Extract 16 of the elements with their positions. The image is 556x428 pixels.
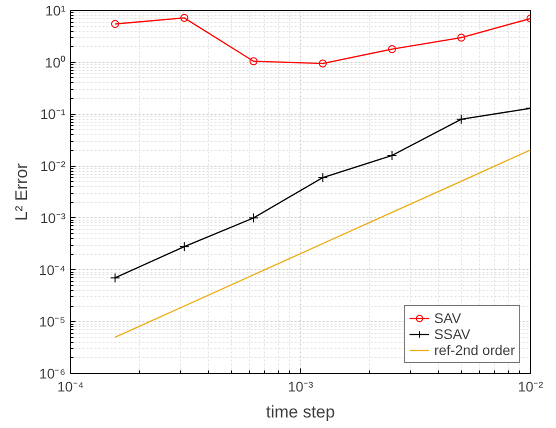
x-tick-label: 10⁻² xyxy=(518,378,544,394)
legend-label: SAV xyxy=(434,310,462,326)
x-tick-label: 10⁻⁴ xyxy=(57,378,84,394)
legend-label: ref-2nd order xyxy=(434,342,515,358)
y-tick-label: 10⁻⁶ xyxy=(39,366,66,382)
y-axis-title: L² Error xyxy=(12,162,31,221)
y-tick-label: 10⁻² xyxy=(40,158,66,174)
y-tick-label: 10⁰ xyxy=(44,54,66,70)
y-tick-label: 10⁻⁵ xyxy=(39,314,66,330)
y-tick-label: 10⁻¹ xyxy=(40,106,66,122)
y-tick-label: 10¹ xyxy=(45,2,66,18)
y-tick-label: 10⁻⁴ xyxy=(38,262,66,278)
x-tick-label: 10⁻³ xyxy=(288,378,314,394)
y-tick-label: 10⁻³ xyxy=(40,210,66,226)
legend-label: SSAV xyxy=(434,326,470,342)
x-axis-title: time step xyxy=(266,402,335,422)
